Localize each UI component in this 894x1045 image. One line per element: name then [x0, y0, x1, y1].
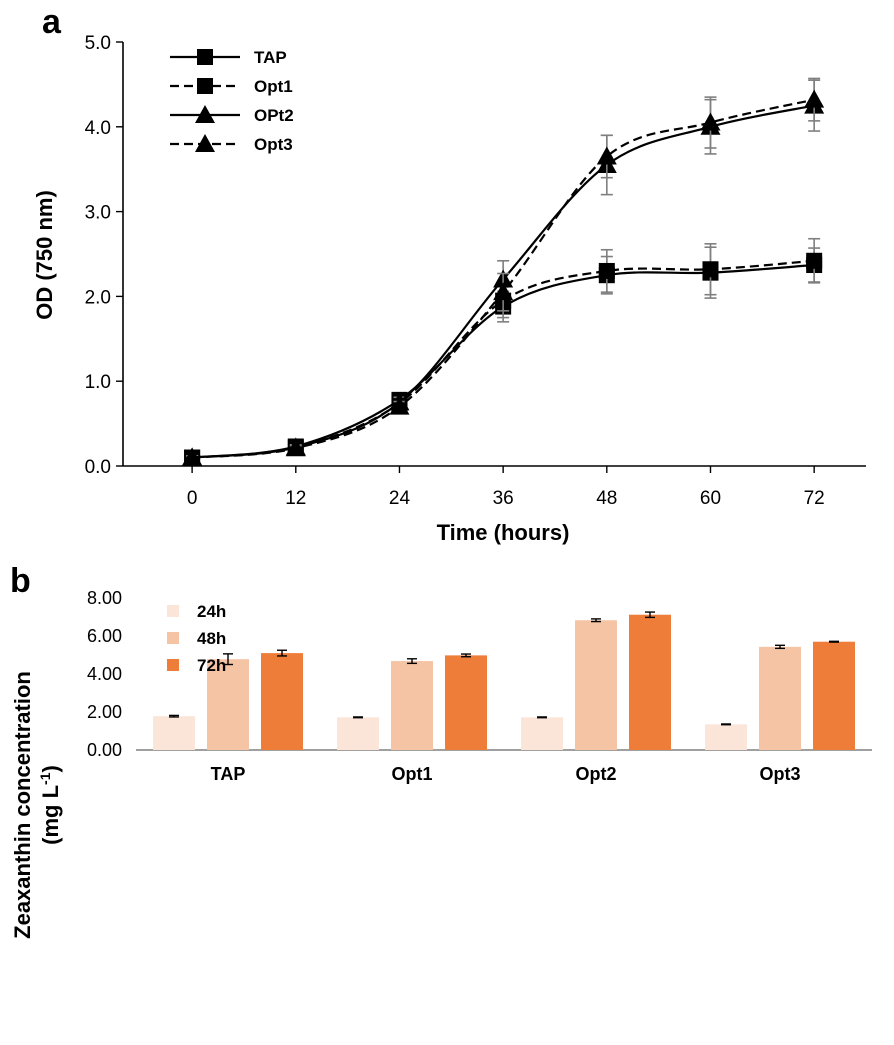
series-opt3-point: [493, 282, 514, 301]
bar-series-24h: [153, 714, 747, 750]
legend-24h-swatch: [167, 605, 179, 617]
legend-opt2-marker: [195, 105, 215, 123]
panel-b-y-tick-label: 6.00: [87, 626, 122, 646]
panel-a-y-tick-label: 1.0: [85, 372, 111, 393]
panel-b-y-axis-title-line1: Zeaxanthin concentration: [10, 671, 35, 939]
legend-tap-label: TAP: [254, 48, 287, 67]
legend-24h-label: 24h: [197, 602, 226, 621]
panel-a-legend: TAP Opt1 OPt2 Opt3: [170, 48, 294, 154]
legend-opt1-label: Opt1: [254, 77, 293, 96]
series-opt1-point: [702, 261, 719, 278]
panel-a-axes: 0.0 1.0 2.0 3.0 4.0 5.0 0 12 24 36 48 60 72: [85, 33, 866, 509]
panel-a-y-tick-label: 0.0: [85, 457, 111, 478]
legend-48h-swatch: [167, 632, 179, 644]
panel-a-x-tick-label: 24: [389, 488, 411, 509]
panel-a-x-axis-title: Time (hours): [437, 520, 570, 545]
panel-b-letter: b: [10, 562, 31, 600]
panel-a-x-tick-label: 36: [493, 488, 514, 509]
panel-a-x-tick-label: 12: [285, 488, 306, 509]
panel-a-y-tick-label: 2.0: [85, 287, 111, 308]
panel-b-y-axis-title-line2: (mg L-1): [37, 765, 63, 845]
legend-opt2-label: OPt2: [254, 106, 294, 125]
panel-a-series: [182, 77, 825, 466]
series-opt1-point: [598, 262, 615, 279]
ylabel-unit-post: ): [38, 765, 63, 772]
bar-opt2-48h: [575, 620, 617, 750]
legend-opt3-label: Opt3: [254, 135, 293, 154]
bar-opt1-48h: [391, 661, 433, 750]
panel-a-y-tick-label: 4.0: [85, 118, 111, 139]
series-opt3-point: [700, 112, 721, 131]
panel-b-bars: [153, 611, 855, 750]
panel-b-y-tick-label: 8.00: [87, 588, 122, 608]
panel-a-x-tick-label: 72: [804, 488, 825, 509]
legend-72h-swatch: [167, 659, 179, 671]
bar-opt3-48h: [759, 646, 801, 750]
panel-b-axes: 0.00 2.00 4.00 6.00 8.00 TAP Opt1 Opt2 Opt3: [87, 588, 872, 784]
bar-opt1-24h: [337, 717, 379, 750]
panel-b-y-tick-label: 2.00: [87, 702, 122, 722]
panel-a-y-tick-label: 3.0: [85, 203, 111, 224]
panel-b-category-label: TAP: [211, 764, 246, 784]
legend-opt3-marker: [195, 134, 215, 152]
panel-b-category-label: Opt3: [759, 764, 800, 784]
series-opt3-point: [596, 146, 617, 165]
series-opt3: [182, 77, 825, 466]
panel-b-category-label: Opt2: [575, 764, 616, 784]
legend-72h-label: 72h: [197, 656, 226, 675]
bar-opt1-72h: [445, 655, 487, 750]
bar-series-48h: [207, 618, 801, 750]
legend-opt1-marker: [197, 78, 213, 94]
series-opt3-point: [285, 438, 306, 457]
series-opt3-point: [389, 396, 410, 415]
legend-tap-marker: [197, 49, 213, 65]
bar-series-72h: [261, 611, 855, 750]
bar-opt2-72h: [629, 614, 671, 750]
legend-48h-label: 48h: [197, 629, 226, 648]
bar-tap-72h: [261, 653, 303, 750]
panel-a-y-axis-title: OD (750 nm): [32, 190, 57, 320]
series-opt1-point: [806, 252, 823, 269]
bar-opt2-24h: [521, 717, 563, 750]
panel-a-letter: a: [42, 3, 62, 41]
series-opt3-point: [804, 89, 825, 108]
bar-tap-24h: [153, 716, 195, 750]
panel-a-x-tick-label: 60: [700, 488, 721, 509]
panel-b-y-tick-label: 0.00: [87, 740, 122, 760]
panel-b-y-tick-label: 4.00: [87, 664, 122, 684]
bar-tap-48h: [207, 659, 249, 750]
panel-a-x-tick-label: 0: [187, 488, 198, 509]
panel-a-y-tick-label: 5.0: [85, 33, 111, 54]
bar-opt3-72h: [813, 641, 855, 750]
bar-opt3-24h: [705, 724, 747, 750]
ylabel-unit-sup: -1: [37, 772, 53, 785]
panel-b-category-label: Opt1: [391, 764, 432, 784]
ylabel-unit-pre: (mg L: [38, 785, 63, 845]
series-opt3-point: [182, 447, 203, 466]
panel-b-legend: 24h 48h 72h: [167, 602, 226, 675]
panel-a-x-tick-label: 48: [596, 488, 617, 509]
